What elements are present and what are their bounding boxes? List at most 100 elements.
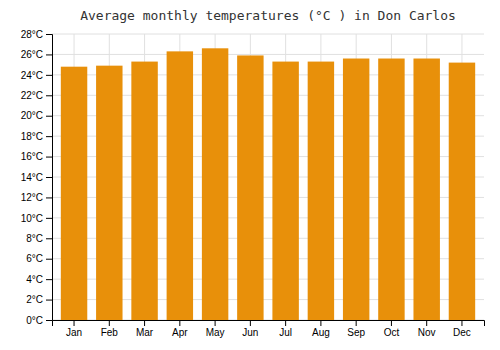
tick-mark — [356, 320, 357, 326]
y-tick: 14°C — [21, 172, 52, 183]
y-tick: 26°C — [21, 49, 52, 60]
y-tick: 10°C — [21, 213, 52, 224]
y-tick: 0°C — [26, 315, 52, 326]
tick-mark — [46, 300, 52, 301]
x-tick: Dec — [453, 320, 471, 338]
tick-mark — [46, 279, 52, 280]
bar — [96, 66, 122, 320]
axis-line — [53, 321, 485, 327]
tick-mark — [46, 54, 52, 55]
x-tick: Jun — [242, 320, 258, 338]
y-tick: 8°C — [26, 233, 52, 244]
y-tick: 22°C — [21, 90, 52, 101]
tick-label: Aug — [312, 327, 330, 338]
tick-mark — [46, 34, 52, 35]
x-tick: Nov — [418, 320, 436, 338]
tick-label: 0°C — [26, 315, 43, 326]
tick-label: 14°C — [21, 172, 43, 183]
tick-mark — [109, 320, 110, 326]
tick-label: Feb — [101, 327, 119, 338]
bars — [61, 48, 475, 320]
x-tick: May — [206, 320, 225, 338]
tick-label: 12°C — [21, 192, 43, 203]
x-tick: Sep — [347, 320, 365, 338]
x-tick: Aug — [312, 320, 330, 338]
tick-label: 2°C — [26, 294, 43, 305]
tick-mark — [391, 320, 392, 326]
tick-mark — [426, 320, 427, 326]
tick-label: Oct — [384, 327, 400, 338]
plot-area: 0°C 2°C 4°C 6°C 8°C 10°C 12°C 14°C 16°C 18°C 20°C 2… — [21, 29, 485, 338]
y-tick: 2°C — [26, 294, 52, 305]
tick-mark — [46, 218, 52, 219]
tick-mark — [215, 320, 216, 326]
tick-mark — [179, 320, 180, 326]
chart-svg: 0°C 2°C 4°C 6°C 8°C 10°C 12°C 14°C 16°C 18°C 20°C 2… — [0, 0, 500, 350]
tick-label: 8°C — [26, 233, 43, 244]
tick-mark — [144, 320, 145, 326]
bar — [237, 55, 263, 320]
tick-mark — [46, 95, 52, 96]
bar — [413, 59, 439, 320]
bar — [343, 59, 369, 320]
tick-label: 10°C — [21, 213, 43, 224]
tick-label: Apr — [172, 327, 188, 338]
tick-mark — [461, 320, 462, 326]
tick-label: 20°C — [21, 110, 43, 121]
tick-label: Dec — [453, 327, 471, 338]
y-tick: 6°C — [26, 253, 52, 264]
tick-label: 28°C — [21, 29, 43, 40]
tick-label: May — [206, 327, 225, 338]
x-tick: Feb — [101, 320, 119, 338]
grid-line — [52, 54, 484, 55]
y-tick: 4°C — [26, 274, 52, 285]
tick-mark — [46, 197, 52, 198]
y-tick: 24°C — [21, 70, 52, 81]
title: Average monthly temperatures (°C ) in Do… — [80, 8, 456, 23]
bar — [131, 62, 157, 320]
tick-mark — [46, 116, 52, 117]
x-axis: Jan Feb Mar Apr May Jun Jul Aug Sep Oct Nov Dec — [53, 320, 485, 338]
x-tick: Mar — [136, 320, 154, 338]
tick-mark — [46, 238, 52, 239]
grid — [52, 34, 484, 320]
tick-label: 4°C — [26, 274, 43, 285]
bar — [202, 48, 228, 320]
bar — [308, 62, 334, 320]
tick-mark — [46, 177, 52, 178]
y-tick: 20°C — [21, 110, 52, 121]
y-tick: 18°C — [21, 131, 52, 142]
bar — [378, 59, 404, 320]
y-tick: 16°C — [21, 151, 52, 162]
tick-label: Jul — [279, 327, 292, 338]
tick-label: 16°C — [21, 151, 43, 162]
tick-mark — [285, 320, 286, 326]
x-tick: Jan — [66, 320, 82, 338]
x-tick: Apr — [172, 320, 188, 338]
bar — [272, 62, 298, 320]
tick-label: 24°C — [21, 70, 43, 81]
tick-mark — [74, 320, 75, 326]
chart-container: 0°C 2°C 4°C 6°C 8°C 10°C 12°C 14°C 16°C 18°C 20°C 2… — [0, 0, 500, 350]
tick-label: Jan — [66, 327, 82, 338]
bar — [449, 63, 475, 320]
grid-line — [52, 34, 484, 35]
tick-mark — [46, 75, 52, 76]
tick-mark — [46, 157, 52, 158]
tick-mark — [320, 320, 321, 326]
y-tick: 12°C — [21, 192, 52, 203]
tick-mark — [250, 320, 251, 326]
y-tick: 28°C — [21, 29, 52, 40]
x-tick: Jul — [279, 320, 292, 338]
tick-label: Sep — [347, 327, 365, 338]
tick-label: 22°C — [21, 90, 43, 101]
tick-label: Mar — [136, 327, 154, 338]
tick-label: Jun — [242, 327, 258, 338]
tick-label: Nov — [418, 327, 436, 338]
tick-label: 26°C — [21, 49, 43, 60]
tick-mark — [46, 320, 52, 321]
y-axis: 0°C 2°C 4°C 6°C 8°C 10°C 12°C 14°C 16°C 18°C 20°C 2… — [21, 29, 53, 326]
tick-label: 6°C — [26, 253, 43, 264]
tick-mark — [46, 136, 52, 137]
bar — [61, 67, 87, 320]
